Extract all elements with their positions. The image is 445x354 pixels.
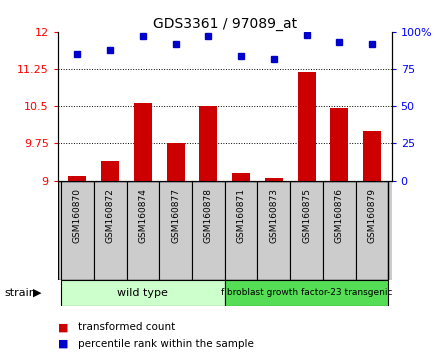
FancyBboxPatch shape [159, 181, 192, 280]
FancyBboxPatch shape [290, 181, 323, 280]
Text: GSM160879: GSM160879 [368, 188, 376, 244]
Bar [330, 108, 348, 181]
FancyBboxPatch shape [61, 181, 94, 280]
Bar [199, 106, 217, 181]
Bar [101, 161, 119, 181]
Bar [363, 131, 381, 181]
Text: fibroblast growth factor-23 transgenic: fibroblast growth factor-23 transgenic [221, 289, 392, 297]
Text: transformed count: transformed count [78, 322, 175, 332]
Bar [232, 173, 250, 181]
Bar [225, 280, 388, 306]
Bar [69, 176, 86, 181]
FancyBboxPatch shape [94, 181, 126, 280]
Text: GSM160871: GSM160871 [237, 188, 246, 244]
Bar [298, 72, 316, 181]
Text: GSM160873: GSM160873 [269, 188, 278, 244]
FancyBboxPatch shape [323, 181, 356, 280]
Bar [265, 178, 283, 181]
Text: GSM160872: GSM160872 [106, 188, 115, 243]
Text: ▶: ▶ [33, 288, 42, 298]
Bar [134, 103, 152, 181]
Text: ■: ■ [58, 339, 69, 349]
Text: GSM160874: GSM160874 [138, 188, 147, 243]
Text: GSM160877: GSM160877 [171, 188, 180, 244]
Text: percentile rank within the sample: percentile rank within the sample [78, 339, 254, 349]
Bar [61, 280, 225, 306]
FancyBboxPatch shape [225, 181, 258, 280]
Text: GSM160875: GSM160875 [302, 188, 311, 244]
Text: GSM160878: GSM160878 [204, 188, 213, 244]
FancyBboxPatch shape [356, 181, 388, 280]
Bar [166, 143, 185, 181]
Text: ■: ■ [58, 322, 69, 332]
FancyBboxPatch shape [126, 181, 159, 280]
Text: GSM160876: GSM160876 [335, 188, 344, 244]
Text: strain: strain [4, 288, 36, 298]
Text: GSM160870: GSM160870 [73, 188, 82, 244]
FancyBboxPatch shape [192, 181, 225, 280]
Title: GDS3361 / 97089_at: GDS3361 / 97089_at [153, 17, 297, 31]
FancyBboxPatch shape [258, 181, 290, 280]
Text: wild type: wild type [117, 288, 168, 298]
